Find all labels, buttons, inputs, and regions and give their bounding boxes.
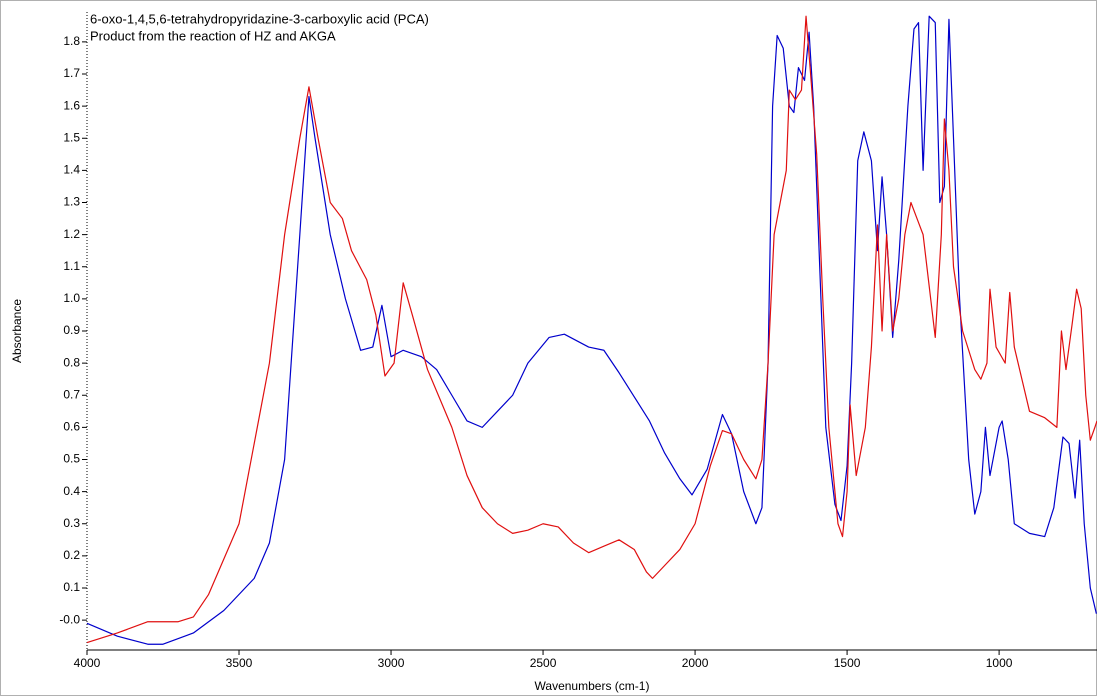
y-tick-label: 1.4 xyxy=(63,163,80,177)
x-axis-label: Wavenumbers (cm-1) xyxy=(535,679,650,693)
legend-entry: Product from the reaction of HZ and AKGA xyxy=(90,28,336,43)
y-tick-label: 1.8 xyxy=(63,34,80,48)
y-tick-label: 0.6 xyxy=(63,420,80,434)
y-tick-label: 1.2 xyxy=(63,227,80,241)
y-tick-label: 0.4 xyxy=(63,484,80,498)
spectrum-line xyxy=(86,15,1097,645)
spectrum-line xyxy=(86,15,1097,644)
y-tick-label: 1.3 xyxy=(63,195,80,209)
y-tick-label: 1.0 xyxy=(63,291,80,305)
y-tick-label: 0.5 xyxy=(63,452,80,466)
y-axis-label: Absorbance xyxy=(10,299,24,363)
y-tick-label: 1.5 xyxy=(63,130,80,144)
x-tick-label: 1500 xyxy=(834,656,861,670)
y-tick-label: 0.9 xyxy=(63,323,80,337)
x-tick-label: 3000 xyxy=(378,656,405,670)
y-tick-label: 0.3 xyxy=(63,516,80,530)
y-tick-label: 0.8 xyxy=(63,355,80,369)
y-tick-label: -0.0 xyxy=(59,612,80,626)
y-tick-label: 0.7 xyxy=(63,387,80,401)
x-tick-label: 2000 xyxy=(682,656,709,670)
y-tick-label: 1.7 xyxy=(63,66,80,80)
y-tick-label: 1.1 xyxy=(63,259,80,273)
y-tick-label: 0.1 xyxy=(63,580,80,594)
x-tick-label: 3500 xyxy=(226,656,253,670)
y-tick-label: 0.2 xyxy=(63,548,80,562)
x-tick-label: 4000 xyxy=(74,656,101,670)
x-tick-label: 1000 xyxy=(986,656,1013,670)
legend-entry: 6-oxo-1,4,5,6-tetrahydropyridazine-3-car… xyxy=(90,11,429,26)
y-tick-label: 1.6 xyxy=(63,98,80,112)
x-tick-label: 2500 xyxy=(530,656,557,670)
